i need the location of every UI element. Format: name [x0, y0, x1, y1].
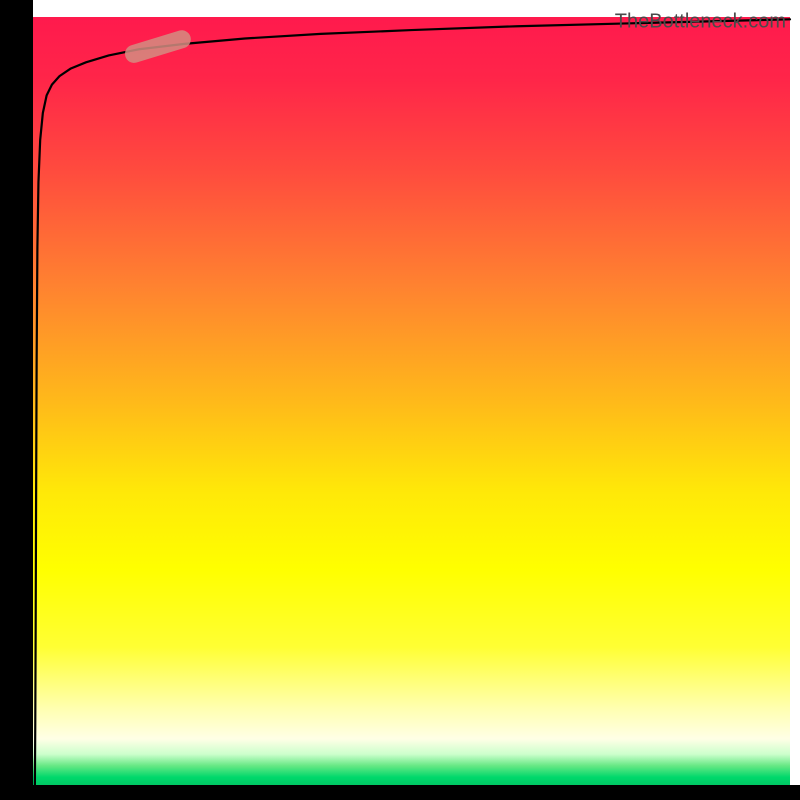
chart-root: TheBottleneck.com	[0, 0, 800, 800]
watermark-text: TheBottleneck.com	[615, 11, 786, 33]
frame-left	[0, 0, 33, 800]
chart-svg: TheBottleneck.com	[0, 0, 800, 800]
plot-area	[33, 17, 790, 785]
frame-bottom	[0, 785, 800, 800]
